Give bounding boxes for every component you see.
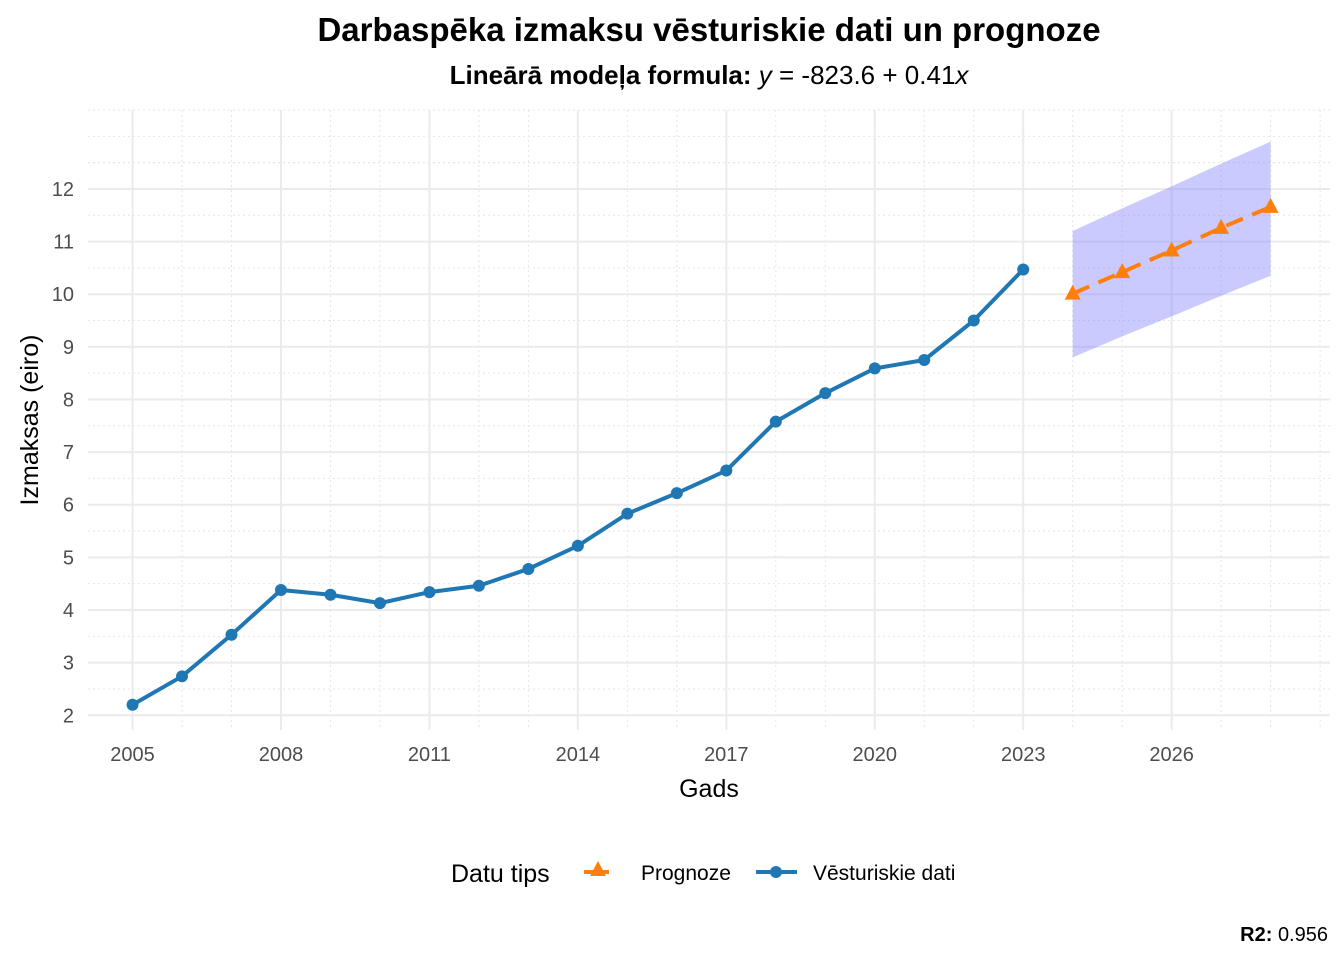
series-points [126, 197, 1279, 711]
x-axis-title: Gads [679, 775, 739, 803]
point-prognoze [1213, 218, 1230, 234]
legend-label-prognoze: Prognoze [641, 862, 731, 885]
point-vesturiskie [324, 588, 337, 601]
x-tick-label: 2008 [259, 744, 304, 766]
y-tick-label: 11 [53, 232, 74, 254]
point-vesturiskie [373, 597, 386, 610]
point-vesturiskie [670, 487, 683, 500]
y-tick-label: 7 [63, 442, 74, 464]
point-vesturiskie [720, 464, 733, 477]
subtitle-y-var: y [757, 60, 774, 90]
point-prognoze [1114, 263, 1131, 279]
subtitle-x-var: x [953, 60, 969, 90]
point-vesturiskie [819, 387, 832, 400]
y-tick-label: 10 [52, 284, 74, 306]
legend-title: Datu tips [451, 860, 550, 888]
subtitle-slope: 0.41 [905, 60, 956, 90]
point-vesturiskie [472, 579, 485, 592]
y-tick-label: 12 [52, 179, 74, 201]
point-vesturiskie [126, 698, 139, 711]
point-vesturiskie [1017, 263, 1030, 276]
y-tick-label: 4 [63, 600, 74, 622]
point-vesturiskie [423, 586, 436, 599]
y-tick-label: 2 [63, 705, 74, 727]
x-tick-label: 2014 [556, 744, 601, 766]
legend-key-vesturiskie-circle [770, 866, 782, 878]
point-vesturiskie [918, 354, 931, 366]
x-tick-label: 2020 [853, 744, 898, 766]
x-tick-label: 2005 [110, 744, 155, 766]
point-vesturiskie [571, 539, 584, 552]
point-vesturiskie [225, 628, 238, 641]
subtitle-intercept: -823.6 [801, 60, 875, 90]
x-tick-label: 2023 [1001, 744, 1046, 766]
point-prognoze [1262, 197, 1279, 213]
subtitle-plus: + [875, 60, 905, 90]
point-vesturiskie [769, 415, 782, 428]
series-lines [131, 205, 1272, 707]
chart-subtitle: Lineārā modeļa formula: y = -823.6 + 0.4… [450, 60, 970, 90]
point-prognoze [1064, 284, 1081, 300]
r2-caption: R2: 0.956 [1240, 924, 1328, 946]
point-vesturiskie [274, 584, 287, 596]
r2-label: R2: [1240, 924, 1272, 946]
y-tick-label: 9 [63, 337, 74, 359]
legend-key-prognoze-triangle [590, 861, 606, 876]
y-tick-label: 8 [63, 389, 74, 411]
y-axis-title: Izmaksas (eiro) [16, 335, 44, 506]
y-tick-label: 3 [63, 653, 74, 675]
x-axis-ticks: 2005 2008 2011 2014 2017 2020 2023 2026 [110, 744, 1194, 766]
x-tick-label: 2026 [1149, 744, 1194, 766]
legend-item-vesturiskie-dati: Vēsturiskie dati [756, 862, 955, 885]
y-tick-label: 6 [63, 495, 74, 517]
y-tick-label: 5 [63, 547, 74, 569]
chart-title: Darbaspēka izmaksu vēsturiskie dati un p… [317, 11, 1100, 48]
y-axis-ticks: 2 3 4 5 6 7 8 9 10 11 12 [52, 179, 74, 727]
subtitle-prefix: Lineārā modeļa formula: [450, 60, 759, 90]
legend-item-prognoze: Prognoze [584, 861, 731, 885]
r2-value: 0.956 [1278, 924, 1328, 946]
point-vesturiskie [621, 507, 634, 520]
series-line-prognoze [1071, 205, 1272, 296]
point-prognoze [1163, 241, 1180, 257]
subtitle-equals: = [772, 60, 802, 90]
x-tick-label: 2011 [408, 744, 451, 766]
point-vesturiskie [868, 362, 881, 375]
legend-label-vesturiskie-dati: Vēsturiskie dati [813, 862, 955, 885]
legend: Datu tips Prognoze Vēsturiskie dati [451, 860, 955, 888]
point-vesturiskie [522, 562, 535, 575]
point-vesturiskie [967, 314, 980, 327]
point-vesturiskie [176, 670, 189, 683]
x-tick-label: 2017 [704, 744, 749, 766]
grid [88, 109, 1330, 730]
